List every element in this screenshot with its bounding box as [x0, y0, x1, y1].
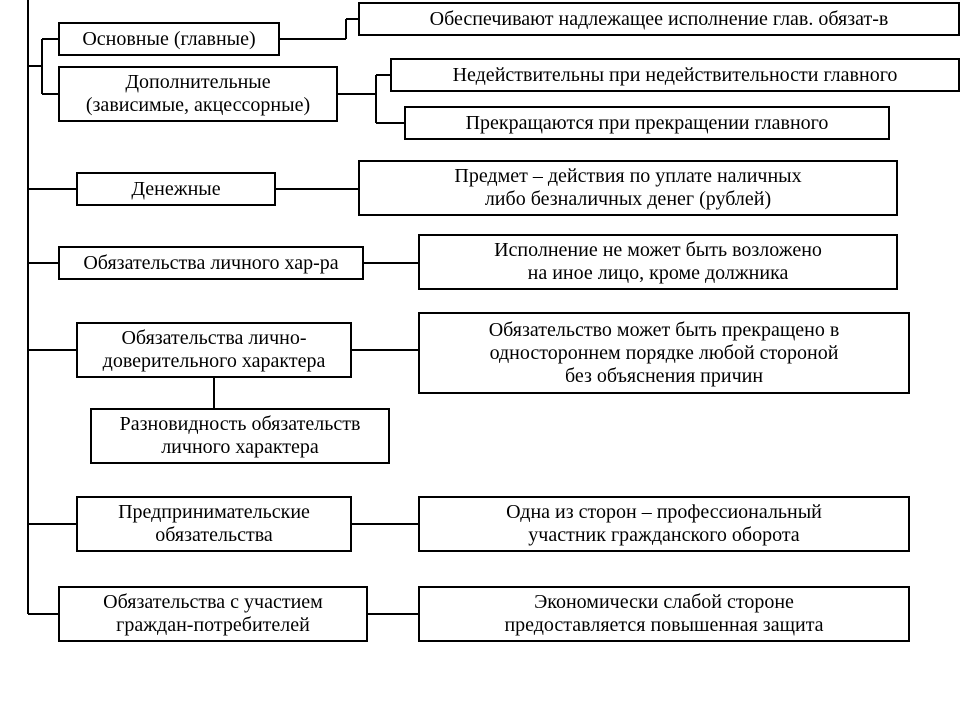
node-money: Денежные [76, 172, 276, 206]
node-r5: Одна из сторон – профессиональныйучастни… [418, 496, 910, 552]
node-r1a: Обеспечивают надлежащее исполнение глав.… [358, 2, 960, 36]
node-biz: Предпринимательскиеобязательства [76, 496, 352, 552]
node-trust: Обязательства лично-доверительного харак… [76, 322, 352, 378]
node-r4: Обязательство может быть прекращено водн… [418, 312, 910, 394]
node-cons: Обязательства с участиемграждан-потребит… [58, 586, 368, 642]
node-r1c: Прекращаются при прекращении главного [404, 106, 890, 140]
node-main2: Дополнительные(зависимые, акцессорные) [58, 66, 338, 122]
node-r2: Предмет – действия по уплате наличныхлиб… [358, 160, 898, 216]
node-pers: Обязательства личного хар-ра [58, 246, 364, 280]
node-r1b: Недействительны при недействительности г… [390, 58, 960, 92]
node-r3: Исполнение не может быть возложенона ино… [418, 234, 898, 290]
node-sub: Разновидность обязательствличного характ… [90, 408, 390, 464]
node-r6: Экономически слабой сторонепредоставляет… [418, 586, 910, 642]
node-main1: Основные (главные) [58, 22, 280, 56]
